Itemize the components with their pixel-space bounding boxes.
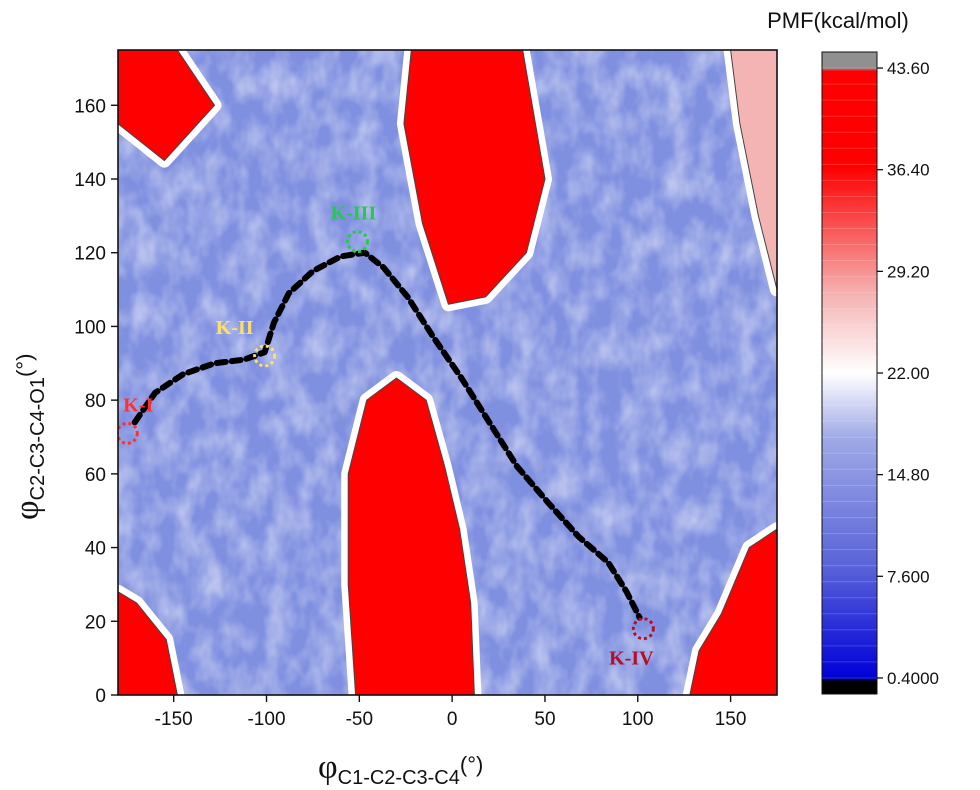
y-tick-label: 160 [74, 96, 106, 117]
colorbar-title: PMF(kcal/mol) [767, 8, 909, 33]
region-high-energy-bottom-left [118, 591, 178, 695]
y-tick-label: 0 [95, 686, 106, 707]
colorbar-tick-label: 7.600 [887, 567, 930, 586]
x-tick-label: 0 [447, 709, 458, 730]
x-tick-label: 150 [715, 709, 747, 730]
region-high-energy-lower-middle [347, 377, 475, 695]
colorbar-bands [822, 67, 877, 679]
y-tick-label: 80 [85, 391, 106, 412]
y-axis-symbol: φ [9, 500, 46, 520]
x-tick-label: -150 [155, 709, 193, 730]
state-label-k-i: K-I [123, 394, 153, 416]
colorbar-tick-label: 43.60 [887, 59, 930, 78]
y-axis-label: φC2-C3-C4-O1(°) [9, 354, 49, 520]
region-mid-energy-right-edge [730, 50, 777, 291]
colorbar-tick-label: 14.80 [887, 466, 930, 485]
x-tick-label: -100 [247, 709, 285, 730]
colorbar-tick-label: 0.4000 [887, 669, 939, 688]
state-marker-k-iv [631, 617, 655, 641]
region-high-energy-upper-left [118, 50, 215, 162]
region-high-energy-upper-middle [403, 50, 546, 305]
plot-area: K-I K-II K-III K-IV [118, 50, 777, 695]
state-label-k-iii: K-III [331, 203, 377, 225]
state-marker-k-iii [345, 230, 369, 254]
state-label-k-iv: K-IV [609, 648, 654, 670]
colorbar [821, 51, 878, 695]
y-tick-label: 120 [74, 244, 106, 265]
y-tick-label: 40 [85, 539, 106, 560]
x-tick-label: -50 [346, 709, 373, 730]
x-axis-unit: (°) [460, 752, 483, 777]
state-label-k-ii: K-II [216, 317, 254, 339]
state-marker-k-ii [253, 344, 277, 368]
x-axis-ticks: -150 -100 -50 0 50 100 150 [155, 695, 747, 730]
y-tick-label: 100 [74, 317, 106, 338]
x-tick-label: 100 [622, 709, 654, 730]
reaction-path [131, 249, 643, 621]
minimum-energy-path [131, 249, 643, 621]
y-tick-label: 140 [74, 170, 106, 191]
region-high-energy-right-lower [689, 528, 777, 695]
x-axis-subscript: C1-C2-C3-C4 [338, 767, 460, 789]
y-axis-ticks: 0 20 40 60 80 100 120 140 160 [74, 96, 118, 707]
state-markers: K-I K-II K-III K-IV [118, 203, 655, 670]
y-axis-unit: (°) [12, 354, 37, 377]
x-axis-symbol: φ [318, 749, 338, 786]
x-tick-label: 50 [534, 709, 555, 730]
colorbar-tick-label: 22.00 [887, 364, 930, 383]
colorbar-tick-label: 29.20 [887, 262, 930, 281]
y-axis-subscript: C2-C3-C4-O1 [27, 377, 49, 500]
state-marker-k-i [118, 421, 139, 445]
plot-frame [117, 49, 778, 696]
energy-regions [118, 50, 777, 695]
y-tick-label: 60 [85, 465, 106, 486]
x-axis-label: φC1-C2-C3-C4(°) [318, 749, 483, 789]
colorbar-ticks: 0.4000 7.600 14.80 22.00 29.20 36.40 43.60 [877, 59, 939, 688]
y-tick-label: 20 [85, 612, 106, 633]
colorbar-tick-label: 36.40 [887, 161, 930, 180]
